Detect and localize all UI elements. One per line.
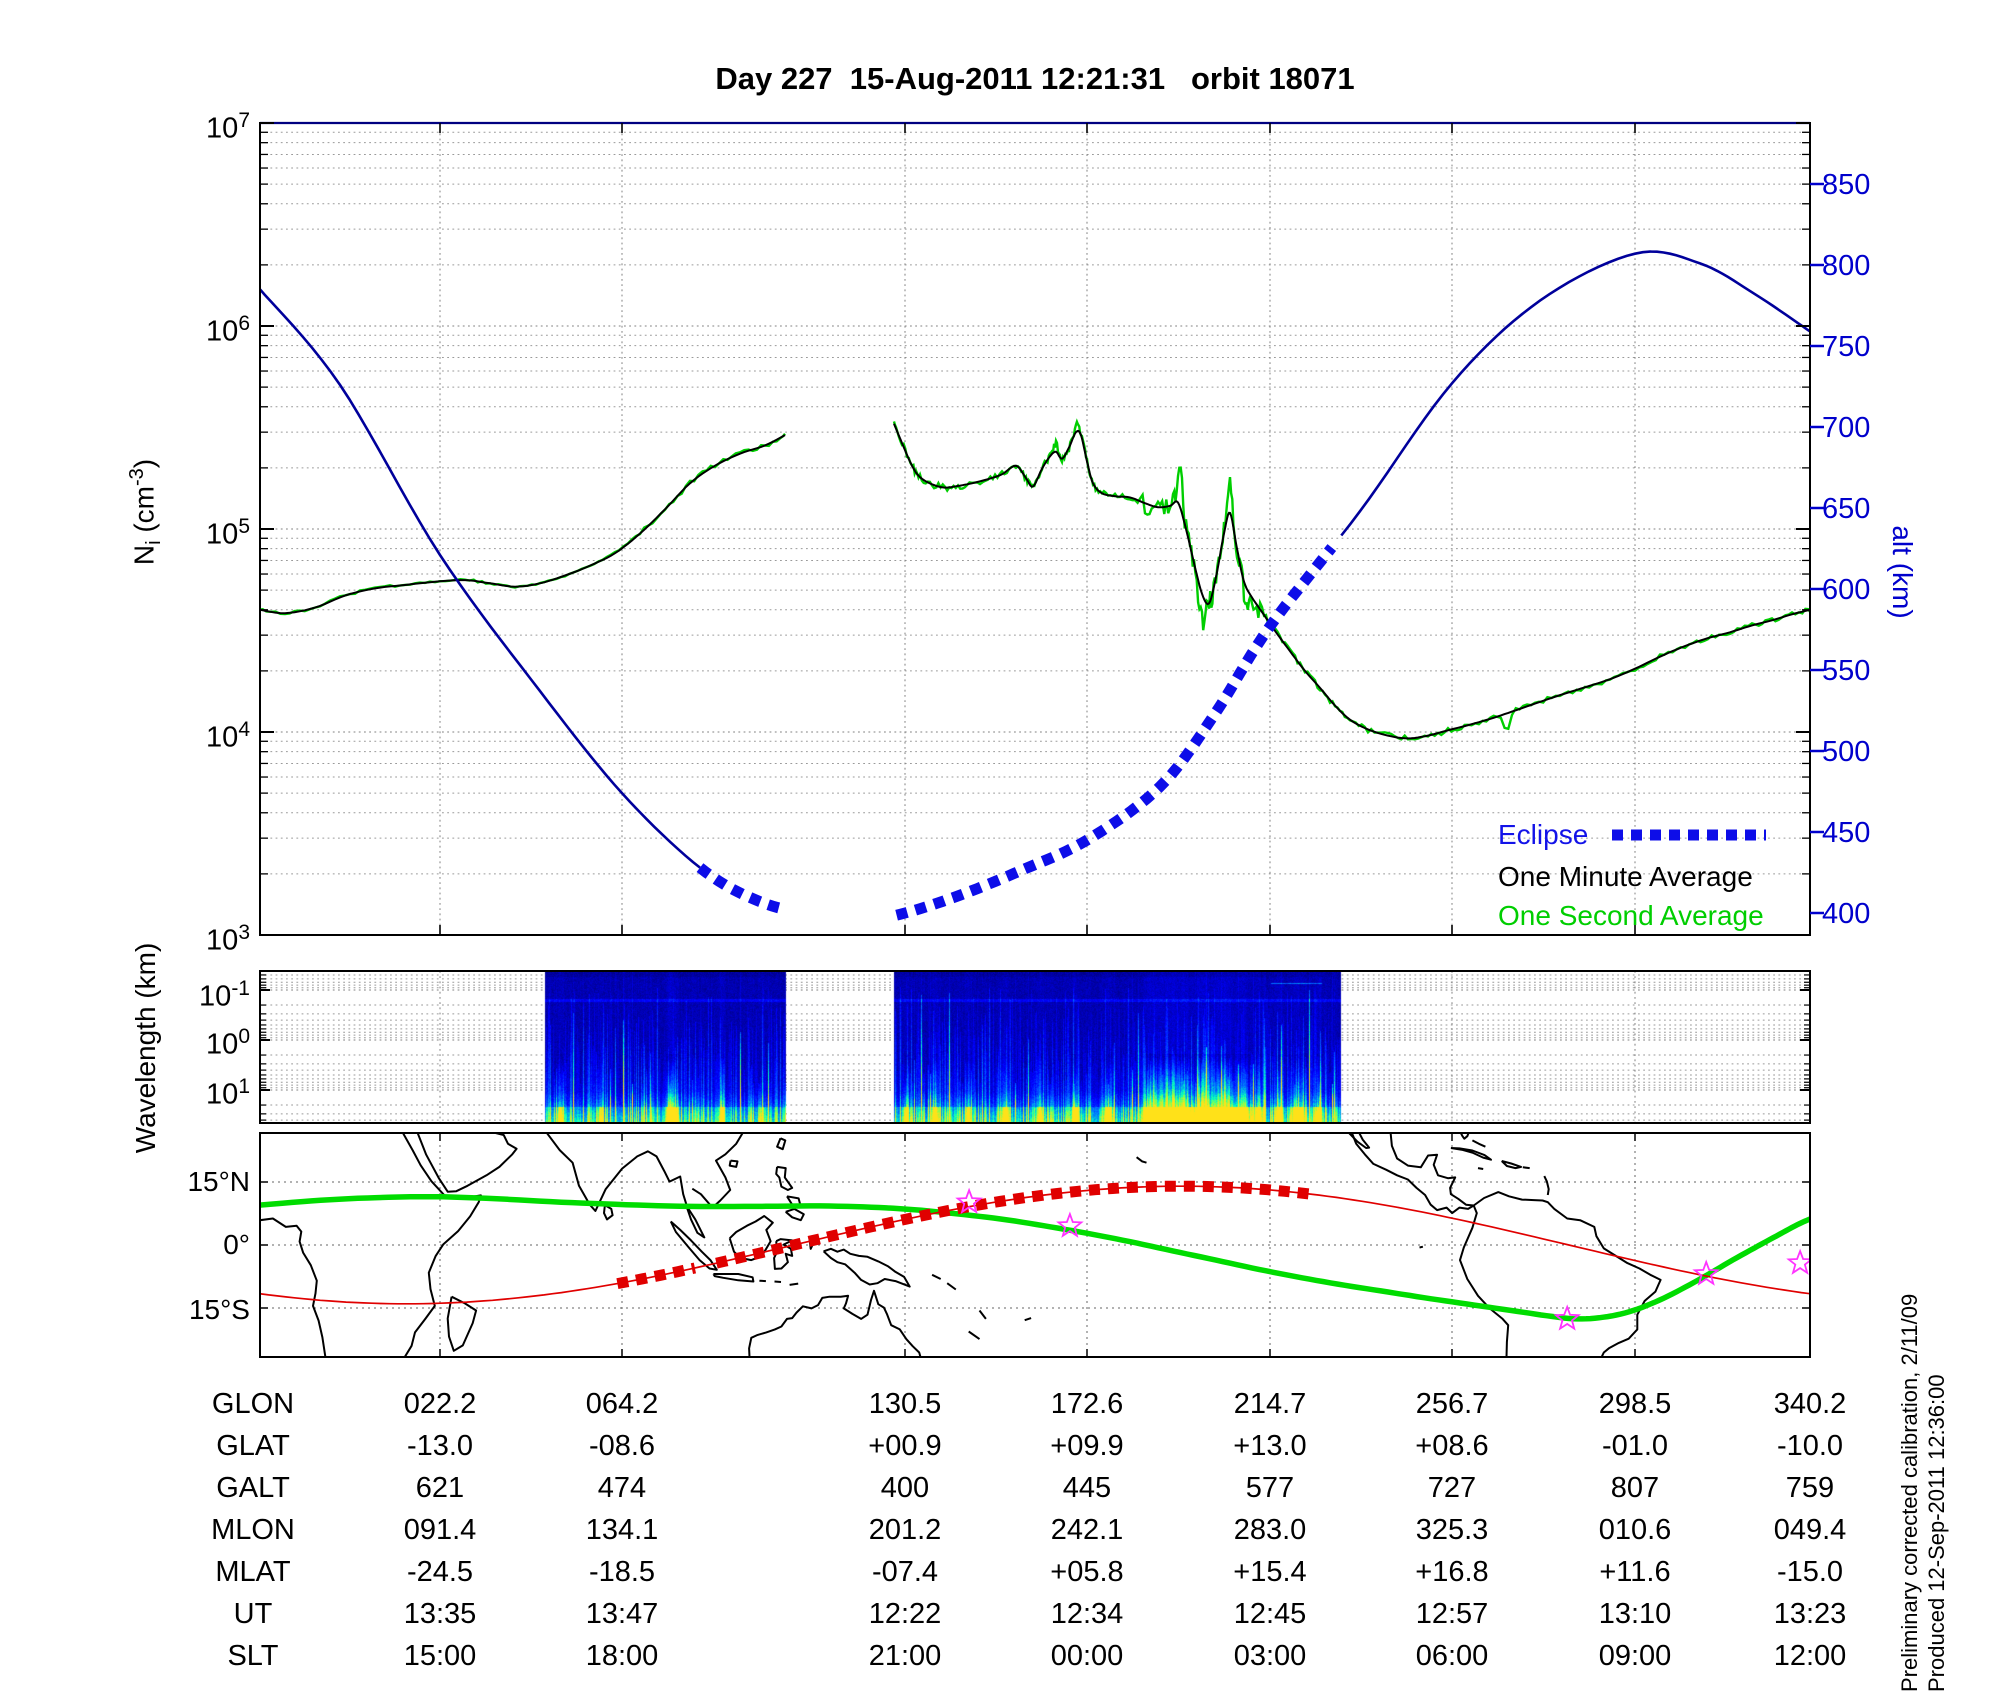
table-cell: 201.2: [868, 1514, 942, 1546]
table-cell: 06:00: [1415, 1640, 1489, 1672]
table-cell: +16.8: [1415, 1556, 1489, 1588]
alt-axis-tick-500: 500: [1822, 736, 1871, 768]
table-cell: 00:00: [1050, 1640, 1124, 1672]
table-cell: -01.0: [1601, 1430, 1669, 1462]
map-content: [261, 1134, 1809, 1356]
table-cell: +08.6: [1415, 1430, 1489, 1462]
legend-one-second-label: One Second Average: [1498, 900, 1764, 931]
alt-axis-tick-800: 800: [1822, 250, 1871, 282]
alt-axis-tick-600: 600: [1822, 574, 1871, 606]
wavelength-tick-10: 101: [206, 1075, 250, 1111]
table-cell: 13:23: [1773, 1598, 1847, 1630]
table-cell: 807: [1610, 1472, 1660, 1504]
alt-axis-tick-400: 400: [1822, 898, 1871, 930]
table-cell: 400: [880, 1472, 930, 1504]
table-cell: 022.2: [403, 1388, 477, 1420]
table-cell: 010.6: [1598, 1514, 1672, 1546]
ni-axis-tick-1e4: 104: [206, 718, 250, 754]
table-cell: +11.6: [1599, 1556, 1671, 1588]
table-row-label: UT: [233, 1598, 273, 1630]
map-lat-label-15s: 15°S: [188, 1294, 250, 1325]
alt-axis-tick-750: 750: [1822, 331, 1871, 363]
table-cell: -10.0: [1776, 1430, 1844, 1462]
table-cell: 049.4: [1773, 1514, 1847, 1546]
table-cell: 445: [1062, 1472, 1112, 1504]
table-cell: 621: [415, 1472, 465, 1504]
table-cell: +05.8: [1050, 1556, 1124, 1588]
table-row-label: MLAT: [215, 1556, 291, 1588]
table-cell: +15.4: [1233, 1556, 1307, 1588]
table-cell: 214.7: [1233, 1388, 1307, 1420]
table-row-label: GLAT: [216, 1430, 290, 1462]
legend-one-minute-label: One Minute Average: [1498, 861, 1753, 892]
table-cell: 12:34: [1050, 1598, 1124, 1630]
table-cell: 09:00: [1598, 1640, 1672, 1672]
table-cell: 13:47: [585, 1598, 659, 1630]
wavelength-spectrogram-canvas: [260, 972, 1810, 1122]
alt-axis-label: alt (km): [1887, 525, 1918, 619]
table-cell: 283.0: [1233, 1514, 1307, 1546]
wavelength-tick-0p1: 10-1: [199, 977, 250, 1013]
table-cell: 12:57: [1415, 1598, 1489, 1630]
table-cell: -07.4: [871, 1556, 939, 1588]
wavelength-tick-1: 100: [206, 1025, 250, 1061]
table-cell: 727: [1427, 1472, 1477, 1504]
ni-axis-tick-1e5: 105: [206, 515, 250, 551]
table-cell: 18:00: [585, 1640, 659, 1672]
table-cell: 03:00: [1233, 1640, 1307, 1672]
table-cell: -13.0: [406, 1430, 474, 1462]
map-lat-label-0: 0°: [223, 1229, 250, 1260]
table-cell: 12:22: [868, 1598, 942, 1630]
table-cell: 340.2: [1773, 1388, 1847, 1420]
table-row-label: SLT: [227, 1640, 279, 1672]
table-cell: 130.5: [868, 1388, 942, 1420]
table-cell: 134.1: [585, 1514, 659, 1546]
alt-axis-tick-850: 850: [1822, 169, 1871, 201]
ground-track-map-panel: [259, 1132, 1811, 1358]
table-cell: 298.5: [1598, 1388, 1672, 1420]
ni-axis-label: Ni (cm-3): [126, 458, 165, 566]
table-row-label: GLON: [211, 1388, 295, 1420]
table-cell: 325.3: [1415, 1514, 1489, 1546]
table-cell: +13.0: [1233, 1430, 1307, 1462]
table-cell: 091.4: [403, 1514, 477, 1546]
ni-axis-tick-1e6: 106: [206, 312, 250, 348]
chart-title: Day 227 15-Aug-2011 12:21:31 orbit 18071: [715, 61, 1355, 96]
density-altitude-panel: [259, 121, 1824, 936]
table-cell: +09.9: [1050, 1430, 1124, 1462]
table-cell: -24.5: [406, 1556, 474, 1588]
table-row-label: GALT: [216, 1472, 290, 1504]
table-cell: 15:00: [403, 1640, 477, 1672]
table-cell: 21:00: [868, 1640, 942, 1672]
table-cell: 13:10: [1598, 1598, 1672, 1630]
ni-axis-tick-1e3: 103: [206, 921, 250, 957]
alt-axis-tick-700: 700: [1822, 412, 1871, 444]
table-cell: -08.6: [588, 1430, 656, 1462]
alt-axis-tick-650: 650: [1822, 493, 1871, 525]
table-cell: 256.7: [1415, 1388, 1489, 1420]
table-cell: 13:35: [403, 1598, 477, 1630]
table-cell: -18.5: [588, 1556, 656, 1588]
ni-axis-tick-1e7: 107: [206, 109, 250, 145]
map-lat-label-15n: 15°N: [187, 1166, 250, 1197]
alt-axis-tick-450: 450: [1822, 817, 1871, 849]
production-footnote: Preliminary corrected calibration, 2/11/…: [1897, 1293, 1949, 1692]
table-cell: 172.6: [1050, 1388, 1124, 1420]
table-cell: 064.2: [585, 1388, 659, 1420]
table-cell: 474: [597, 1472, 647, 1504]
table-cell: 577: [1245, 1472, 1295, 1504]
table-cell: -15.0: [1776, 1556, 1844, 1588]
table-cell: +00.9: [868, 1430, 942, 1462]
table-cell: 759: [1785, 1472, 1835, 1504]
table-row-label: MLON: [211, 1514, 295, 1546]
legend-eclipse-label: Eclipse: [1498, 819, 1589, 850]
table-cell: 12:45: [1233, 1598, 1307, 1630]
table-cell: 12:00: [1773, 1640, 1847, 1672]
table-cell: 242.1: [1050, 1514, 1124, 1546]
alt-axis-tick-550: 550: [1822, 655, 1871, 687]
